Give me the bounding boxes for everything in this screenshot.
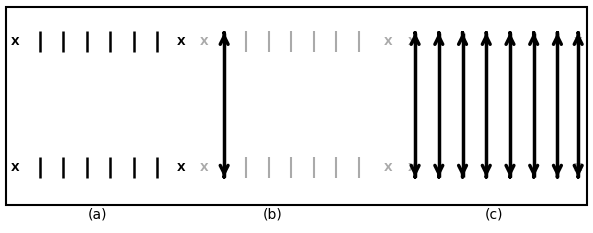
Text: (a): (a) xyxy=(88,207,107,221)
Text: X: X xyxy=(200,37,209,47)
Text: X: X xyxy=(408,37,416,47)
Text: X: X xyxy=(408,163,416,173)
Text: X: X xyxy=(177,163,185,173)
Text: X: X xyxy=(11,163,19,173)
Text: X: X xyxy=(200,163,209,173)
Bar xyxy=(6,7,587,205)
Text: X: X xyxy=(384,163,393,173)
Text: (b): (b) xyxy=(263,207,283,221)
Text: (c): (c) xyxy=(484,207,503,221)
Text: X: X xyxy=(384,37,393,47)
Text: X: X xyxy=(574,163,582,173)
Text: X: X xyxy=(574,37,582,47)
Text: X: X xyxy=(177,37,185,47)
Text: X: X xyxy=(11,37,19,47)
